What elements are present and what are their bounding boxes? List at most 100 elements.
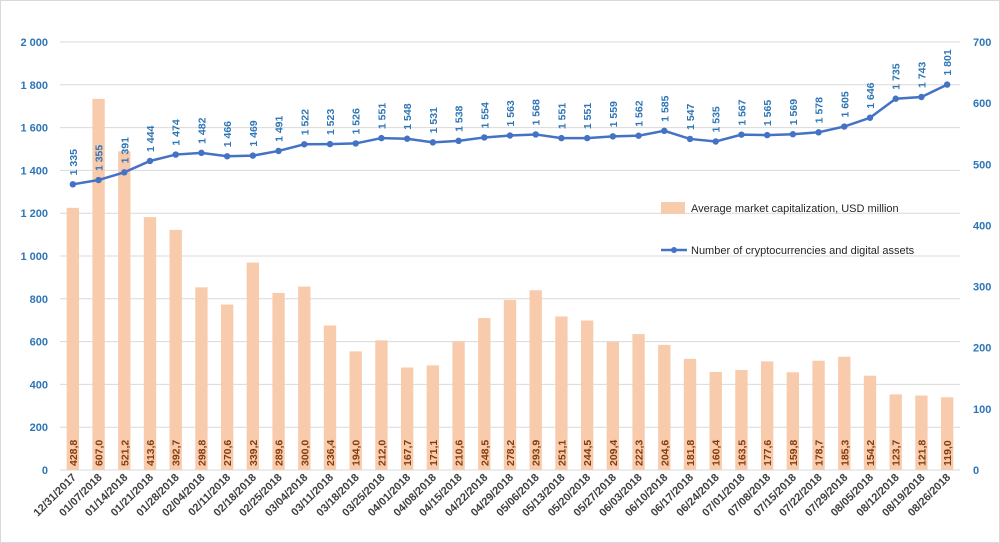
line-point (815, 129, 821, 135)
bar-value-label: 270,6 (222, 440, 234, 466)
line-value-label: 1 551 (582, 103, 594, 129)
line-point (584, 135, 590, 141)
legend: Average market capitalization, USD milli… (661, 202, 915, 257)
line-point (533, 131, 539, 137)
bar-value-label: 178,7 (814, 440, 826, 466)
line-point (867, 115, 873, 121)
bar-value-label: 212,0 (376, 440, 388, 466)
bar-value-label: 339,2 (248, 440, 260, 466)
bar-value-label: 181,8 (685, 440, 697, 466)
bar-value-label: 521,2 (119, 440, 131, 466)
y-left-tick-label: 2 000 (20, 37, 48, 49)
line-value-label: 1 538 (454, 105, 466, 131)
line-value-label: 1 559 (608, 101, 620, 127)
line-point (353, 140, 359, 146)
line-point (301, 141, 307, 147)
bar-value-label: 428,8 (68, 440, 80, 466)
line-value-label: 1 474 (171, 119, 183, 145)
line-value-label: 1 526 (351, 108, 363, 134)
bar-value-label: 222,3 (634, 440, 646, 466)
bar-value-label: 210,6 (454, 440, 466, 466)
y-right-tick-label: 500 (973, 159, 991, 171)
bar-value-label: 244,5 (582, 440, 594, 466)
bar-value-label: 607,0 (94, 440, 106, 466)
y-right-tick-label: 300 (973, 282, 991, 294)
line-value-label: 1 522 (299, 109, 311, 135)
legend-line-label: Number of cryptocurrencies and digital a… (691, 245, 915, 257)
line-point (70, 181, 76, 187)
line-value-label: 1 491 (274, 115, 286, 141)
line-point (944, 81, 950, 87)
line-value-label: 1 801 (942, 49, 954, 75)
line-value-label: 1 562 (634, 100, 646, 126)
line-point (481, 134, 487, 140)
line-value-label: 1 469 (248, 120, 260, 146)
bar-value-label: 293,9 (531, 440, 543, 466)
chart: 428,8 607,0 521,2 413,6 392,7 298,8 270,6 339,2… (0, 0, 1000, 543)
legend-line-marker (671, 247, 677, 253)
line-point (558, 135, 564, 141)
y-left-tick-label: 600 (30, 337, 48, 349)
bar-value-label: 204,6 (659, 440, 671, 466)
line-point (918, 94, 924, 100)
line-value-label: 1 547 (685, 104, 697, 130)
line-point (275, 148, 281, 154)
bar-value-label: 159,8 (788, 440, 800, 466)
y-left-tick-label: 400 (30, 379, 48, 391)
legend-bar-label: Average market capitalization, USD milli… (691, 203, 899, 215)
line-point (430, 139, 436, 145)
line-point (147, 158, 153, 164)
y-left-tick-label: 1 600 (20, 123, 48, 135)
line-value-label: 1 578 (814, 97, 826, 123)
y-left-tick-label: 200 (30, 422, 48, 434)
line-point (610, 133, 616, 139)
line-value-label: 1 535 (711, 106, 723, 132)
bar-value-label: 278,2 (505, 440, 517, 466)
y-right-tick-label: 400 (973, 220, 991, 232)
bar-value-label: 194,0 (351, 440, 363, 466)
bar (118, 151, 130, 470)
bar-value-label: 177,6 (762, 440, 774, 466)
y-left-tick-label: 1 000 (20, 251, 48, 263)
line-value-label: 1 567 (736, 99, 748, 125)
y-left-tick-label: 800 (30, 294, 48, 306)
line-point (198, 150, 204, 156)
line-point (661, 128, 667, 134)
y-left-tick-label: 1 200 (20, 208, 48, 220)
line-point (250, 152, 256, 158)
line-value-label: 1 735 (891, 63, 903, 89)
line-value-label: 1 335 (68, 149, 80, 175)
line-point (841, 123, 847, 129)
bar-value-label: 119,0 (942, 440, 954, 466)
line-value-label: 1 554 (479, 102, 491, 128)
line-value-label: 1 548 (402, 103, 414, 129)
line-point (687, 136, 693, 142)
bar-value-label: 236,4 (325, 440, 337, 466)
bar-value-label: 121,8 (916, 440, 928, 466)
y-right-tick-label: 700 (973, 37, 991, 49)
y-right-tick-label: 0 (973, 465, 979, 477)
line-value-label: 1 444 (145, 126, 157, 152)
bar-value-label: 185,3 (839, 440, 851, 466)
line-value-label: 1 391 (119, 137, 131, 163)
line-value-label: 1 355 (94, 145, 106, 171)
line-value-label: 1 482 (196, 117, 208, 143)
line-point (764, 132, 770, 138)
line-point (404, 136, 410, 142)
bar-value-label: 413,6 (145, 440, 157, 466)
line-value-label: 1 743 (916, 62, 928, 88)
line-value-label: 1 569 (788, 99, 800, 125)
y-right-tick-label: 200 (973, 343, 991, 355)
bar-value-label: 289,6 (274, 440, 286, 466)
line-value-label: 1 563 (505, 100, 517, 126)
bar-value-label: 209,4 (608, 440, 620, 466)
y-left-tick-label: 1 400 (20, 165, 48, 177)
line-value-label: 1 531 (428, 107, 440, 133)
line-point (790, 131, 796, 137)
bar-value-label: 248,5 (479, 440, 491, 466)
bar-value-label: 123,7 (891, 440, 903, 466)
bar-value-label: 154,2 (865, 440, 877, 466)
line-point (224, 153, 230, 159)
line-value-label: 1 466 (222, 121, 234, 147)
line-value-label: 1 565 (762, 100, 774, 126)
